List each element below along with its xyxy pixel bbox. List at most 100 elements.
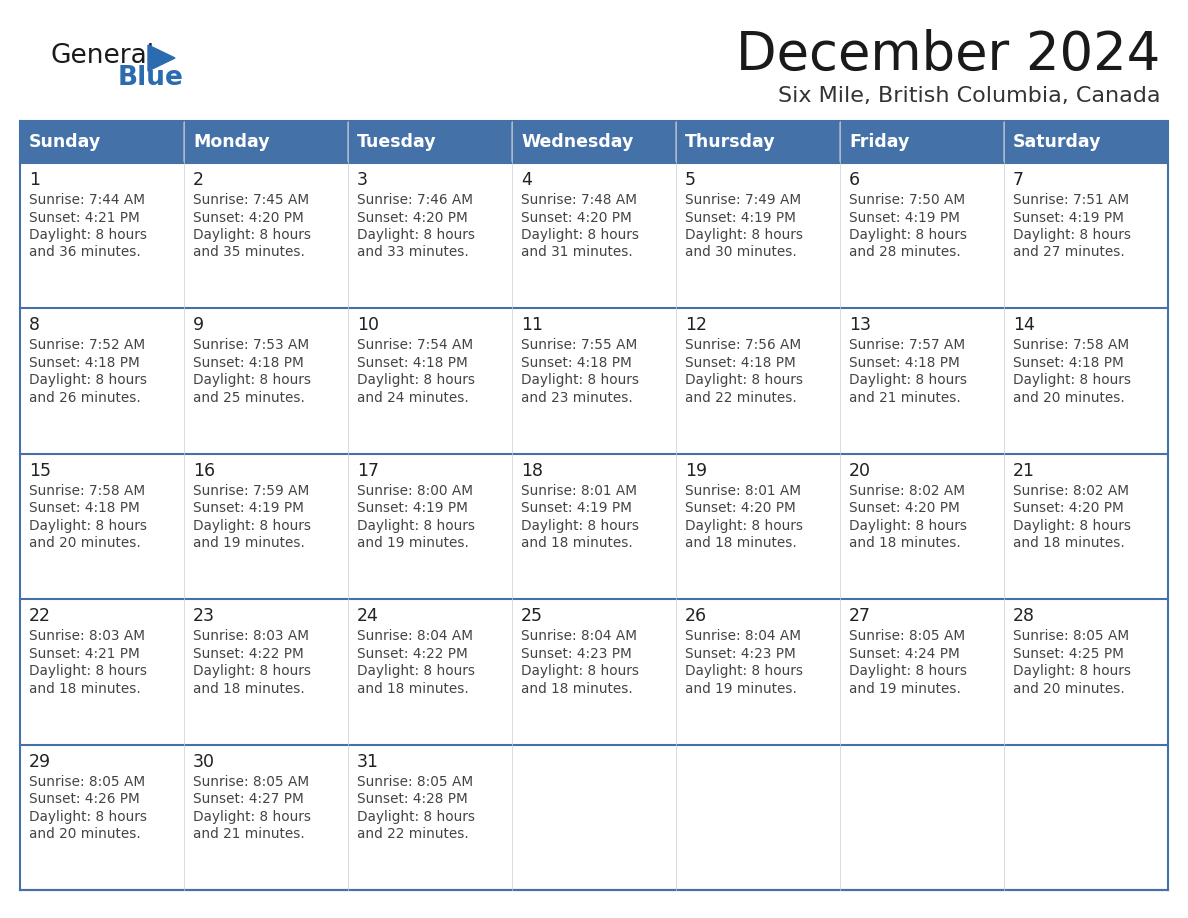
Text: 20: 20 bbox=[849, 462, 871, 480]
Text: Sunrise: 8:00 AM: Sunrise: 8:00 AM bbox=[358, 484, 473, 498]
Bar bbox=[512, 453, 676, 599]
Text: Sunrise: 7:53 AM: Sunrise: 7:53 AM bbox=[192, 339, 309, 353]
Bar bbox=[184, 453, 348, 599]
Text: Daylight: 8 hours: Daylight: 8 hours bbox=[1013, 228, 1131, 242]
Text: 1: 1 bbox=[29, 171, 40, 189]
Text: Thursday: Thursday bbox=[685, 133, 776, 151]
Text: Sunrise: 8:05 AM: Sunrise: 8:05 AM bbox=[1013, 629, 1129, 644]
Text: 22: 22 bbox=[29, 607, 51, 625]
Text: 29: 29 bbox=[29, 753, 51, 770]
Text: Sunrise: 8:04 AM: Sunrise: 8:04 AM bbox=[685, 629, 801, 644]
Text: Six Mile, British Columbia, Canada: Six Mile, British Columbia, Canada bbox=[777, 86, 1159, 106]
Text: Daylight: 8 hours: Daylight: 8 hours bbox=[358, 519, 475, 532]
Text: and 20 minutes.: and 20 minutes. bbox=[1013, 391, 1125, 405]
Text: Sunrise: 7:48 AM: Sunrise: 7:48 AM bbox=[522, 193, 637, 207]
Text: Daylight: 8 hours: Daylight: 8 hours bbox=[685, 519, 803, 532]
Text: 28: 28 bbox=[1013, 607, 1035, 625]
Text: Sunday: Sunday bbox=[29, 133, 101, 151]
Bar bbox=[676, 744, 840, 890]
Text: Sunrise: 8:03 AM: Sunrise: 8:03 AM bbox=[29, 629, 145, 644]
Text: Daylight: 8 hours: Daylight: 8 hours bbox=[192, 665, 311, 678]
Text: 12: 12 bbox=[685, 317, 707, 334]
Text: Daylight: 8 hours: Daylight: 8 hours bbox=[849, 665, 967, 678]
Text: and 31 minutes.: and 31 minutes. bbox=[522, 245, 633, 260]
Text: 16: 16 bbox=[192, 462, 215, 480]
Text: 13: 13 bbox=[849, 317, 871, 334]
Bar bbox=[184, 599, 348, 744]
Text: 8: 8 bbox=[29, 317, 40, 334]
Text: Sunrise: 8:01 AM: Sunrise: 8:01 AM bbox=[522, 484, 637, 498]
Text: Sunset: 4:21 PM: Sunset: 4:21 PM bbox=[29, 646, 140, 661]
Text: Daylight: 8 hours: Daylight: 8 hours bbox=[192, 374, 311, 387]
Text: Daylight: 8 hours: Daylight: 8 hours bbox=[29, 374, 147, 387]
Text: 4: 4 bbox=[522, 171, 532, 189]
Bar bbox=[348, 744, 512, 890]
Text: Daylight: 8 hours: Daylight: 8 hours bbox=[1013, 374, 1131, 387]
Text: Saturday: Saturday bbox=[1013, 133, 1101, 151]
Bar bbox=[1004, 453, 1168, 599]
Text: 30: 30 bbox=[192, 753, 215, 770]
Text: Sunrise: 7:57 AM: Sunrise: 7:57 AM bbox=[849, 339, 965, 353]
Bar bbox=[676, 599, 840, 744]
Text: Daylight: 8 hours: Daylight: 8 hours bbox=[522, 374, 639, 387]
Text: 23: 23 bbox=[192, 607, 215, 625]
Bar bbox=[184, 744, 348, 890]
Text: 21: 21 bbox=[1013, 462, 1035, 480]
Text: Daylight: 8 hours: Daylight: 8 hours bbox=[522, 665, 639, 678]
Text: Tuesday: Tuesday bbox=[358, 133, 437, 151]
Text: Sunset: 4:18 PM: Sunset: 4:18 PM bbox=[29, 356, 140, 370]
Text: Sunrise: 7:59 AM: Sunrise: 7:59 AM bbox=[192, 484, 309, 498]
Bar bbox=[840, 599, 1004, 744]
Text: Sunrise: 8:04 AM: Sunrise: 8:04 AM bbox=[522, 629, 637, 644]
Text: 11: 11 bbox=[522, 317, 543, 334]
Bar bbox=[840, 121, 1004, 163]
Text: Daylight: 8 hours: Daylight: 8 hours bbox=[29, 228, 147, 242]
Text: Daylight: 8 hours: Daylight: 8 hours bbox=[1013, 519, 1131, 532]
Text: Sunrise: 7:49 AM: Sunrise: 7:49 AM bbox=[685, 193, 801, 207]
Text: Daylight: 8 hours: Daylight: 8 hours bbox=[849, 519, 967, 532]
Text: and 18 minutes.: and 18 minutes. bbox=[29, 682, 140, 696]
Text: Sunset: 4:19 PM: Sunset: 4:19 PM bbox=[192, 501, 304, 515]
Text: and 24 minutes.: and 24 minutes. bbox=[358, 391, 469, 405]
Text: Sunset: 4:19 PM: Sunset: 4:19 PM bbox=[1013, 210, 1124, 225]
Bar bbox=[184, 308, 348, 453]
Text: Daylight: 8 hours: Daylight: 8 hours bbox=[29, 810, 147, 823]
Text: Daylight: 8 hours: Daylight: 8 hours bbox=[849, 374, 967, 387]
Text: Daylight: 8 hours: Daylight: 8 hours bbox=[358, 374, 475, 387]
Text: 9: 9 bbox=[192, 317, 204, 334]
Bar bbox=[1004, 163, 1168, 308]
Bar bbox=[20, 163, 184, 308]
Text: Daylight: 8 hours: Daylight: 8 hours bbox=[192, 228, 311, 242]
Text: Daylight: 8 hours: Daylight: 8 hours bbox=[849, 228, 967, 242]
Text: Sunset: 4:19 PM: Sunset: 4:19 PM bbox=[522, 501, 632, 515]
Text: and 25 minutes.: and 25 minutes. bbox=[192, 391, 305, 405]
Text: and 18 minutes.: and 18 minutes. bbox=[849, 536, 961, 550]
Text: Sunset: 4:22 PM: Sunset: 4:22 PM bbox=[358, 646, 468, 661]
Bar bbox=[20, 308, 184, 453]
Bar bbox=[676, 163, 840, 308]
Bar bbox=[676, 453, 840, 599]
Text: Sunset: 4:25 PM: Sunset: 4:25 PM bbox=[1013, 646, 1124, 661]
Text: Sunset: 4:19 PM: Sunset: 4:19 PM bbox=[685, 210, 796, 225]
Bar bbox=[512, 163, 676, 308]
Text: Sunrise: 8:03 AM: Sunrise: 8:03 AM bbox=[192, 629, 309, 644]
Text: Daylight: 8 hours: Daylight: 8 hours bbox=[522, 228, 639, 242]
Bar bbox=[676, 121, 840, 163]
Text: Blue: Blue bbox=[118, 65, 184, 91]
Bar bbox=[20, 121, 184, 163]
Text: 10: 10 bbox=[358, 317, 379, 334]
Text: and 27 minutes.: and 27 minutes. bbox=[1013, 245, 1125, 260]
Text: 19: 19 bbox=[685, 462, 707, 480]
Text: Sunset: 4:19 PM: Sunset: 4:19 PM bbox=[358, 501, 468, 515]
Text: and 18 minutes.: and 18 minutes. bbox=[192, 682, 305, 696]
Bar bbox=[840, 163, 1004, 308]
Bar bbox=[512, 599, 676, 744]
Text: Sunrise: 8:02 AM: Sunrise: 8:02 AM bbox=[1013, 484, 1129, 498]
Text: Daylight: 8 hours: Daylight: 8 hours bbox=[29, 665, 147, 678]
Text: and 26 minutes.: and 26 minutes. bbox=[29, 391, 140, 405]
Text: 31: 31 bbox=[358, 753, 379, 770]
Text: Sunrise: 7:58 AM: Sunrise: 7:58 AM bbox=[29, 484, 145, 498]
Bar bbox=[348, 308, 512, 453]
Text: 7: 7 bbox=[1013, 171, 1024, 189]
Text: Daylight: 8 hours: Daylight: 8 hours bbox=[358, 665, 475, 678]
